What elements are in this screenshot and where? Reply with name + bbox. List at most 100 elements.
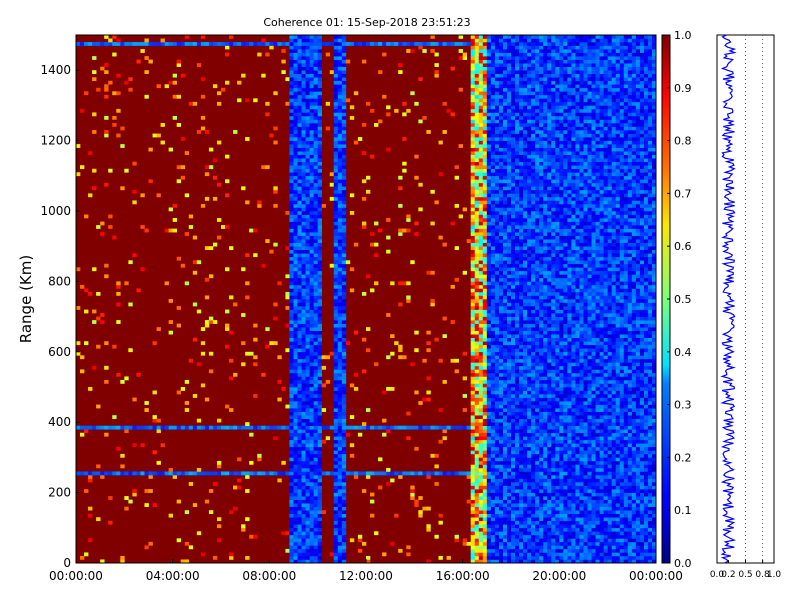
heatmap-cell — [527, 137, 532, 141]
heatmap-cell — [490, 284, 496, 289]
heatmap-cell — [120, 559, 125, 564]
heatmap-cell — [341, 253, 347, 258]
heatmap-cell — [293, 429, 298, 434]
heatmap-cell — [317, 126, 322, 131]
heatmap-cell — [317, 316, 322, 321]
heatmap-cell — [233, 485, 238, 490]
heatmap-cell — [511, 334, 516, 339]
heatmap-cell — [128, 499, 133, 504]
heatmap-cell — [490, 253, 496, 258]
heatmap-cell — [506, 158, 512, 163]
heatmap-cell — [337, 52, 343, 57]
heatmap-cell — [490, 418, 496, 423]
heatmap-cell — [474, 555, 480, 560]
heatmap-cell — [502, 538, 508, 543]
heatmap-cell — [293, 98, 298, 103]
heatmap-cell — [289, 302, 294, 307]
heatmap-cell — [511, 482, 516, 486]
heatmap-cell — [188, 101, 194, 106]
heatmap-cell — [309, 503, 314, 507]
heatmap-cell — [498, 130, 504, 134]
heatmap-cell — [498, 323, 504, 328]
heatmap-cell — [100, 475, 105, 479]
heatmap-cell — [490, 203, 496, 208]
heatmap-cell — [506, 126, 512, 131]
heatmap-cells — [76, 35, 657, 564]
heatmap-cell — [333, 503, 339, 507]
heatmap-cell — [519, 172, 524, 177]
heatmap-cell — [212, 84, 218, 89]
heatmap-cell — [474, 63, 480, 67]
heatmap-cell — [309, 175, 314, 180]
heatmap-cell — [506, 302, 512, 307]
heatmap-cell — [515, 70, 520, 75]
heatmap-cell — [289, 344, 294, 349]
heatmap-cell — [418, 207, 423, 212]
heatmap-cell — [506, 91, 512, 96]
heatmap-cell — [370, 42, 375, 46]
heatmap-cell — [502, 126, 508, 131]
heatmap-cell — [341, 475, 347, 479]
heatmap-cell — [511, 253, 516, 258]
heatmap-cell — [333, 274, 339, 279]
heatmap-cell — [337, 443, 343, 448]
heatmap-cell — [515, 52, 520, 57]
heatmap-cell — [470, 112, 476, 117]
heatmap-cell — [523, 320, 528, 324]
heatmap-cell — [289, 63, 294, 67]
heatmap-cell — [515, 182, 520, 187]
heatmap-cell — [486, 214, 492, 219]
heatmap-cell — [317, 270, 322, 275]
heatmap-cell — [333, 520, 339, 525]
heatmap-cell — [430, 49, 435, 53]
heatmap-cell — [293, 450, 298, 455]
heatmap-cell — [285, 42, 290, 46]
heatmap-cell — [96, 464, 101, 469]
heatmap-cell — [490, 415, 496, 419]
heatmap-cell — [329, 552, 335, 557]
heatmap-cell — [317, 284, 322, 289]
heatmap-cell — [502, 408, 508, 412]
heatmap-cell — [474, 66, 480, 71]
heatmap-cell — [152, 450, 157, 455]
heatmap-cell — [92, 112, 97, 117]
heatmap-cell — [527, 140, 532, 145]
heatmap-cell — [301, 387, 306, 391]
heatmap-cell — [305, 130, 310, 134]
heatmap-cell — [470, 130, 476, 134]
heatmap-cell — [474, 478, 480, 483]
heatmap-cell — [341, 453, 347, 458]
heatmap-cell — [486, 211, 492, 215]
heatmap-cell — [430, 221, 435, 226]
heatmap-cell — [523, 538, 528, 543]
heatmap-cell — [317, 383, 322, 388]
heatmap-cell — [523, 123, 528, 127]
heatmap-cell — [474, 334, 480, 339]
heatmap-cell — [196, 531, 202, 536]
heatmap-cell — [333, 45, 339, 50]
heatmap-cell — [527, 232, 532, 236]
heatmap-cell — [333, 496, 339, 500]
heatmap-cell — [301, 383, 306, 388]
heatmap-cell — [490, 165, 496, 170]
heatmap-cell — [305, 52, 310, 57]
heatmap-cell — [515, 299, 520, 303]
heatmap-cell — [317, 379, 322, 384]
heatmap-cell — [470, 158, 476, 163]
heatmap-cell — [486, 383, 492, 388]
heatmap-cell — [313, 35, 318, 39]
heatmap-cell — [341, 369, 347, 374]
heatmap-cell — [474, 309, 480, 314]
heatmap-cell — [309, 168, 314, 173]
heatmap-cell — [301, 548, 306, 553]
heatmap-cell — [297, 49, 302, 53]
heatmap-cell — [293, 66, 298, 71]
heatmap-cell — [527, 372, 532, 377]
heatmap-cell — [289, 475, 294, 479]
heatmap-cell — [470, 175, 476, 180]
heatmap-cell — [313, 84, 318, 89]
heatmap-cell — [498, 200, 504, 205]
heatmap-cell — [386, 249, 391, 254]
heatmap-cell — [180, 425, 186, 430]
heatmap-cell — [494, 541, 500, 546]
